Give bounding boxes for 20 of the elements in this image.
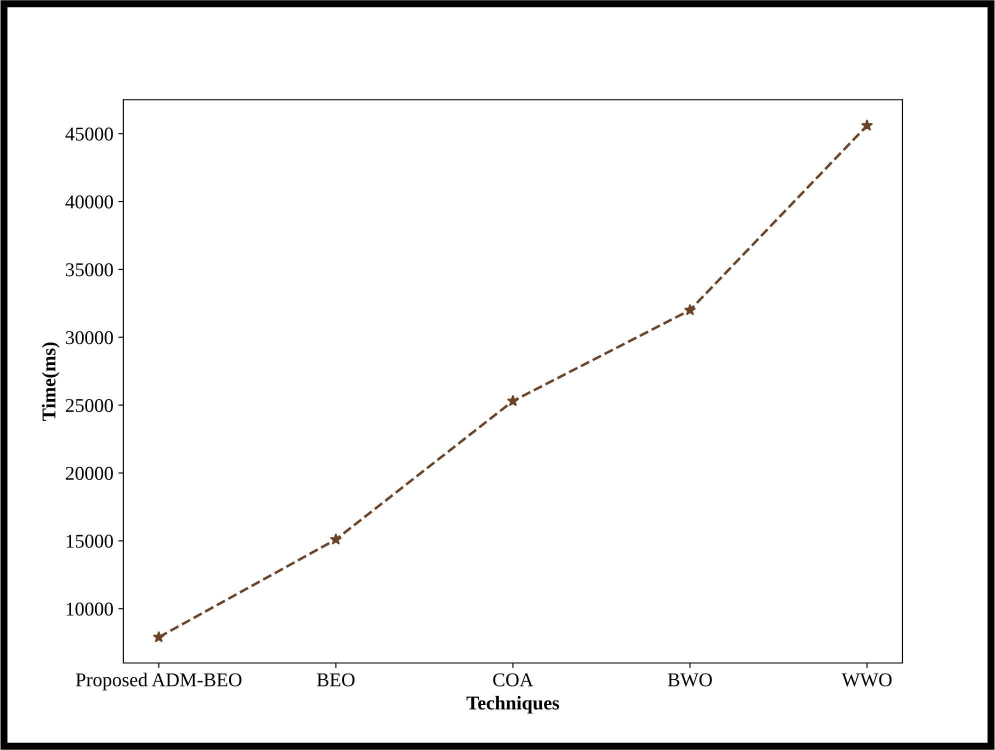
x-tick-label: Proposed ADM-BEO xyxy=(76,672,242,690)
point xyxy=(861,119,874,131)
y-tick-label: 15000 xyxy=(66,534,113,548)
x-tick-label: BEO xyxy=(316,673,355,686)
y-tick-label: 35000 xyxy=(66,263,113,276)
x-tick-label: WWO xyxy=(842,673,892,687)
x-tick-label: BWO xyxy=(668,673,712,687)
y-tick-label: 45000 xyxy=(65,127,113,141)
y-tick-label: 10000 xyxy=(66,602,113,616)
y-tick-label: 25000 xyxy=(66,398,113,412)
y-tick-label: 30000 xyxy=(66,331,113,344)
y-tick-label: 40000 xyxy=(65,195,113,208)
x-axis-title: Techniques xyxy=(466,696,560,714)
point xyxy=(330,533,342,545)
point xyxy=(152,630,165,642)
point xyxy=(684,304,696,316)
x-tick-label: COA xyxy=(493,673,534,686)
y-axis-title: Time(ms) xyxy=(42,342,60,421)
y-tick-label: 20000 xyxy=(66,466,113,480)
point xyxy=(506,394,519,406)
